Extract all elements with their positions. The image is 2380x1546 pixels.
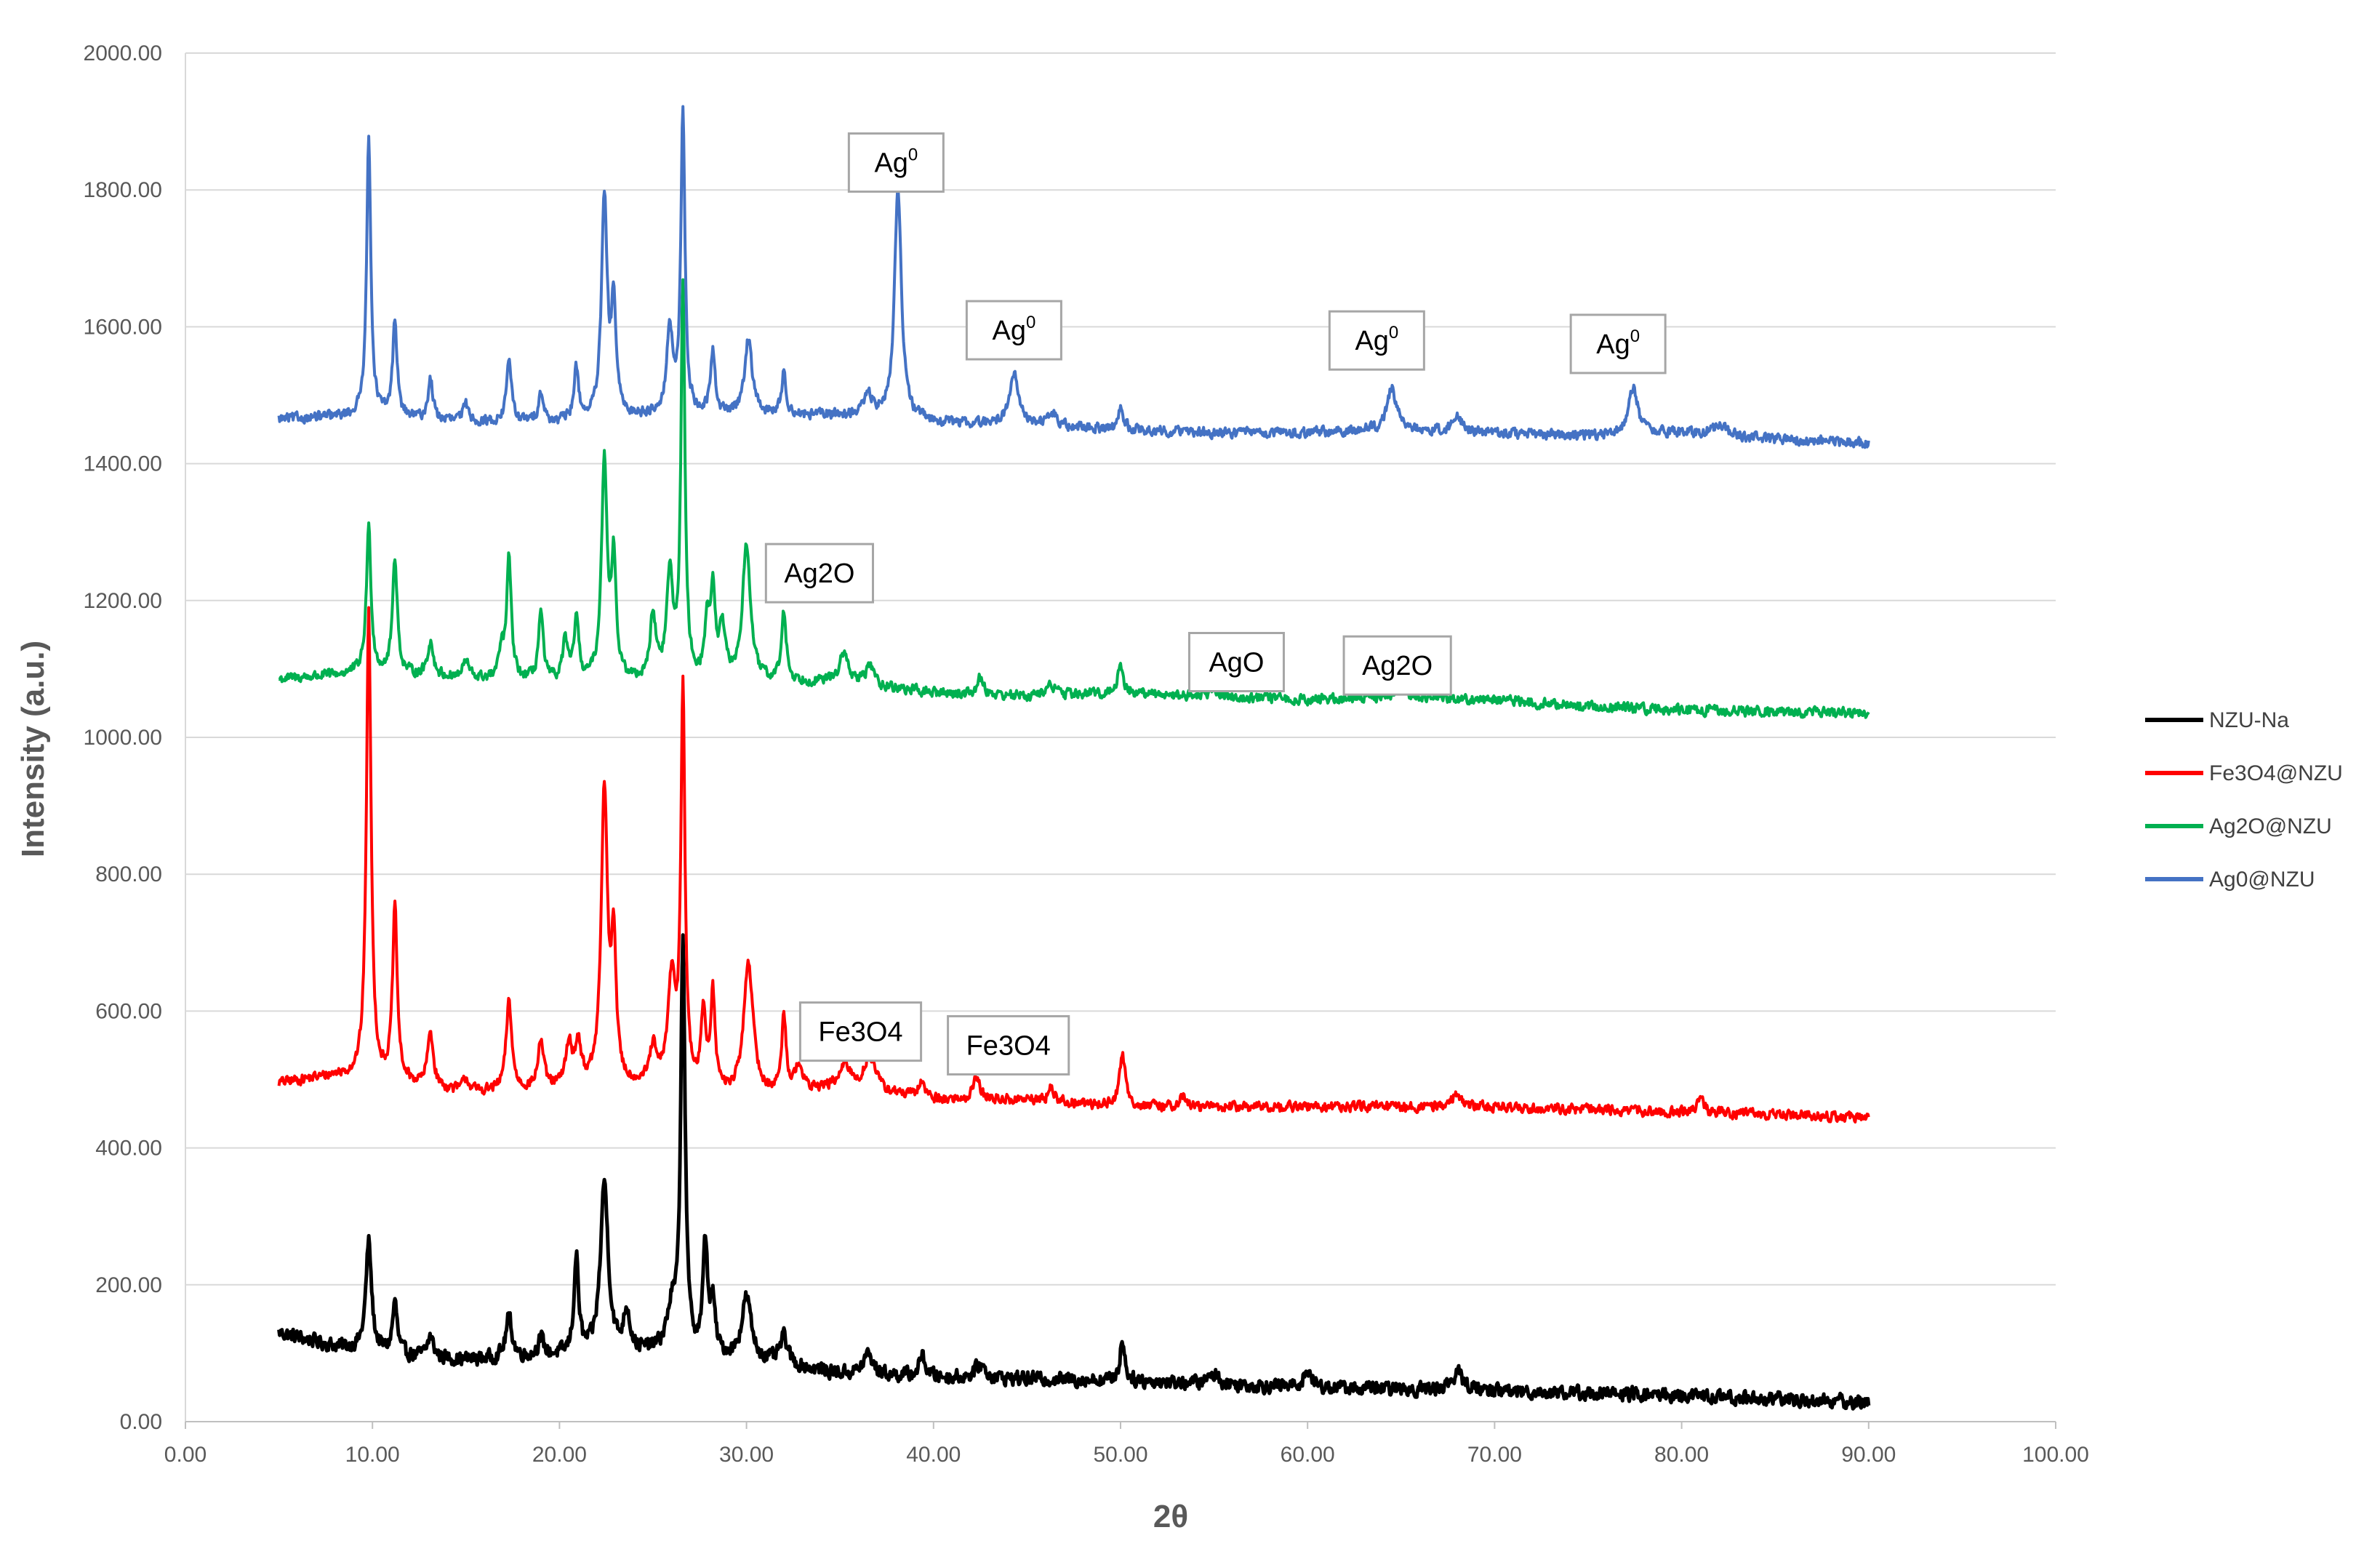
x-tick-label: 100.00	[2022, 1443, 2089, 1467]
annotation-box	[947, 1014, 1070, 1076]
annotation-label: Ag2O	[1362, 651, 1433, 681]
axes: 0.00 200.00 400.00 600.00 800.00 1000.00 1200.…	[84, 41, 2089, 1467]
legend-label: NZU-Na	[2209, 708, 2289, 732]
legend-entry: Fe3O4@NZU	[2145, 761, 2343, 785]
y-tick-label: 400.00	[95, 1137, 162, 1161]
y-tick-label: 200.00	[95, 1273, 162, 1297]
series-line	[277, 606, 1870, 1124]
peak-annotation: Ag0	[965, 300, 1062, 361]
peak-annotation: Ag0	[1328, 310, 1425, 371]
annotation-label: Ag2O	[784, 558, 854, 589]
peak-annotation: Fe3O4	[798, 1001, 923, 1062]
annotation-box	[965, 300, 1062, 361]
series-line	[278, 278, 1870, 719]
annotation-label: AgO	[1209, 647, 1264, 678]
series-lines	[277, 105, 1871, 1411]
annotation-label: Ag0	[1596, 327, 1640, 360]
annotation-box	[798, 1001, 923, 1062]
y-tick-label: 0.00	[120, 1410, 162, 1434]
peak-annotation: Fe3O4	[947, 1014, 1070, 1076]
x-tick-label: 70.00	[1467, 1443, 1522, 1467]
peak-annotation: Ag0	[847, 132, 945, 193]
y-tick-label: 2000.00	[84, 41, 162, 65]
legend-entry: Ag0@NZU	[2145, 868, 2315, 892]
x-tick-label: 90.00	[1841, 1443, 1896, 1467]
x-tick-label: 30.00	[719, 1443, 774, 1467]
y-tick-label: 1600.00	[84, 315, 162, 339]
peak-annotation: Ag2O	[764, 542, 874, 604]
legend-label: Ag0@NZU	[2209, 868, 2315, 892]
peak-annotation: Ag2O	[1342, 635, 1452, 696]
annotation-box	[1187, 631, 1285, 692]
x-tick-label: 60.00	[1281, 1443, 1335, 1467]
peak-annotations: Ag0 Ag0 Ag0 Ag0 Ag2O AgO Ag2O Fe3O4 Fe3O4	[764, 132, 1667, 1076]
y-tick-label: 1000.00	[84, 726, 162, 750]
annotation-label: Fe3O4	[818, 1017, 902, 1048]
x-tick-label: 50.00	[1093, 1443, 1147, 1467]
y-tick-label: 1400.00	[84, 452, 162, 476]
y-tick-label: 1800.00	[84, 178, 162, 202]
x-tick-label: 10.00	[345, 1443, 400, 1467]
annotation-box	[764, 542, 874, 604]
peak-annotation: Ag0	[1569, 313, 1667, 375]
gridlines	[185, 52, 2056, 1286]
annotation-label: Ag0	[1355, 323, 1398, 356]
legend: NZU-Na Fe3O4@NZU Ag2O@NZU Ag0@NZU	[2145, 708, 2343, 892]
annotation-box	[1328, 310, 1425, 371]
legend-entry: Ag2O@NZU	[2145, 814, 2332, 838]
y-tick-label: 600.00	[95, 999, 162, 1023]
y-axis-title: Intensity (a.u.)	[15, 641, 51, 857]
series-line	[277, 933, 1871, 1411]
peak-annotation: AgO	[1187, 631, 1285, 692]
x-tick-label: 20.00	[532, 1443, 587, 1467]
annotation-box	[1342, 635, 1452, 696]
legend-entry: NZU-Na	[2145, 708, 2289, 732]
series-line	[277, 105, 1870, 449]
annotation-label: Ag0	[874, 145, 918, 179]
x-tick-label: 80.00	[1654, 1443, 1709, 1467]
annotation-label: Ag0	[992, 313, 1035, 346]
legend-label: Ag2O@NZU	[2209, 814, 2332, 838]
x-tick-label: 0.00	[164, 1443, 207, 1467]
annotation-box	[847, 132, 945, 193]
annotation-label: Fe3O4	[966, 1030, 1051, 1061]
x-tick-label: 40.00	[906, 1443, 961, 1467]
x-axis-title: 2θ	[1153, 1499, 1188, 1534]
y-tick-label: 1200.00	[84, 589, 162, 613]
legend-label: Fe3O4@NZU	[2209, 761, 2343, 785]
annotation-box	[1569, 313, 1667, 375]
y-tick-label: 800.00	[95, 862, 162, 886]
